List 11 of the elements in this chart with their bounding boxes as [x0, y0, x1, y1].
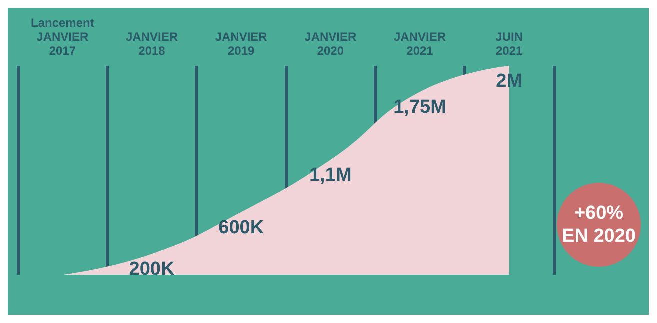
x-tick-label: JUIN 2021 — [496, 30, 524, 58]
x-tick-label: JANVIER 2021 — [394, 30, 446, 58]
x-tick-label: JANVIER 2020 — [304, 30, 358, 58]
x-tick-label: JANVIER 2019 — [215, 30, 268, 58]
data-label: 600K — [218, 217, 264, 238]
data-label: 1,1M — [310, 165, 352, 186]
x-tick-label: JANVIER 2018 — [126, 30, 178, 58]
text: +60% EN 2020 — [562, 203, 636, 247]
x-tick-label: Lancement JANVIER 2017 — [30, 16, 94, 58]
data-label: 200K — [129, 259, 175, 280]
data-label: 1,75M — [394, 97, 446, 118]
